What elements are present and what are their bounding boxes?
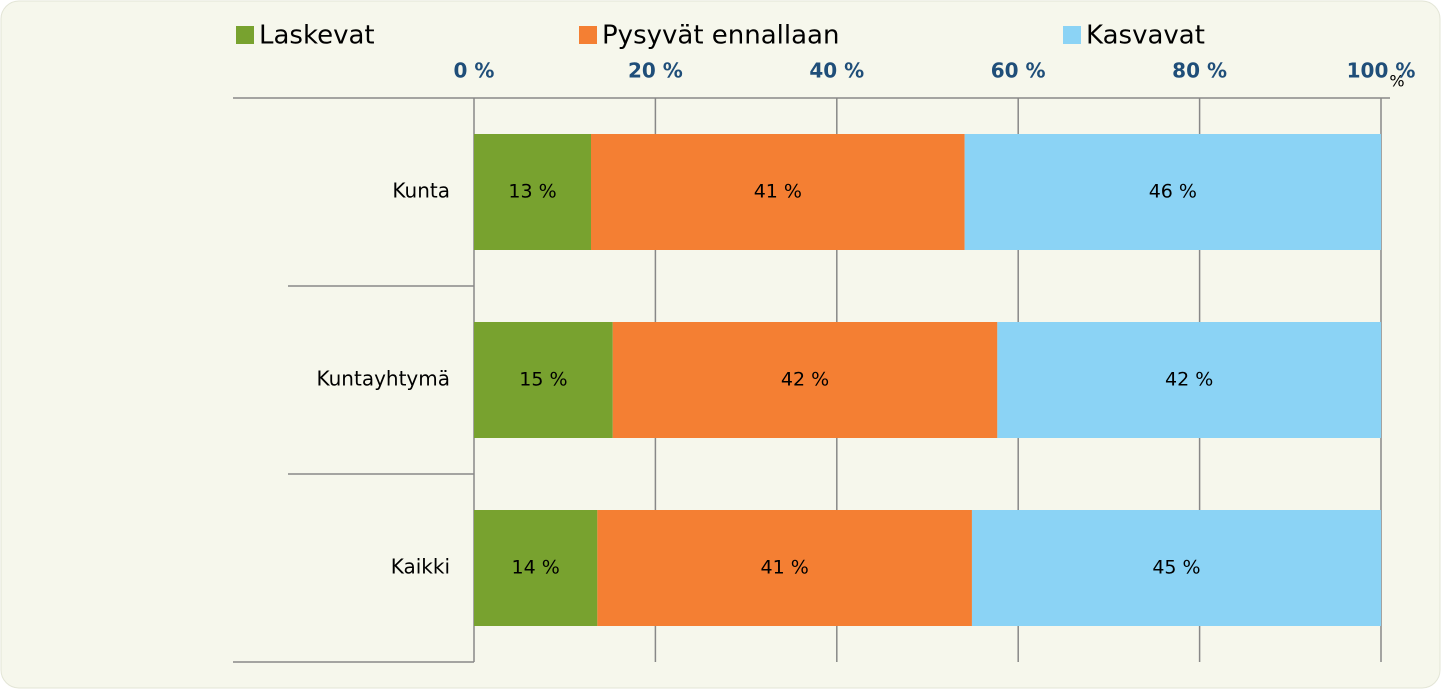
- legend-swatch: [1063, 26, 1081, 44]
- data-label: 45 %: [1152, 557, 1200, 579]
- data-label: 46 %: [1149, 181, 1197, 203]
- bar: [591, 134, 965, 250]
- legend-label: Pysyvät ennallaan: [602, 21, 839, 51]
- bar: [971, 510, 1381, 626]
- x-tick-label: 20 %: [628, 59, 683, 83]
- data-label: 42 %: [781, 369, 829, 391]
- x-tick-label: 40 %: [809, 59, 864, 83]
- x-tick-label: 80 %: [1172, 59, 1227, 83]
- x-tick-label: 100 %: [1347, 59, 1416, 83]
- x-tick-label: 0 %: [454, 59, 495, 83]
- data-label: 42 %: [1165, 369, 1213, 391]
- legend-label: Kasvavat: [1086, 21, 1205, 51]
- legend-swatch: [579, 26, 597, 44]
- annotation: %: [1389, 72, 1404, 91]
- legend-swatch: [236, 26, 254, 44]
- bar: [997, 322, 1381, 438]
- bar: [474, 322, 613, 438]
- data-label: 41 %: [754, 181, 802, 203]
- data-label: 15 %: [519, 369, 567, 391]
- y-tick-label: Kaikki: [391, 555, 450, 579]
- legend-label: Laskevat: [259, 21, 375, 51]
- data-label: 41 %: [761, 557, 809, 579]
- y-tick-label: Kunta: [392, 179, 450, 203]
- data-label: 13 %: [508, 181, 556, 203]
- bar: [474, 510, 598, 626]
- bar: [597, 510, 972, 626]
- bar: [612, 322, 998, 438]
- x-tick-label: 60 %: [991, 59, 1046, 83]
- bar: [474, 134, 592, 250]
- bar: [964, 134, 1381, 250]
- y-tick-label: Kuntayhtymä: [317, 367, 451, 391]
- data-label: 14 %: [512, 557, 560, 579]
